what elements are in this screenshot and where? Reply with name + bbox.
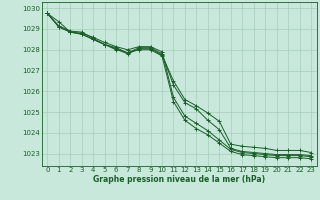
X-axis label: Graphe pression niveau de la mer (hPa): Graphe pression niveau de la mer (hPa): [93, 175, 265, 184]
